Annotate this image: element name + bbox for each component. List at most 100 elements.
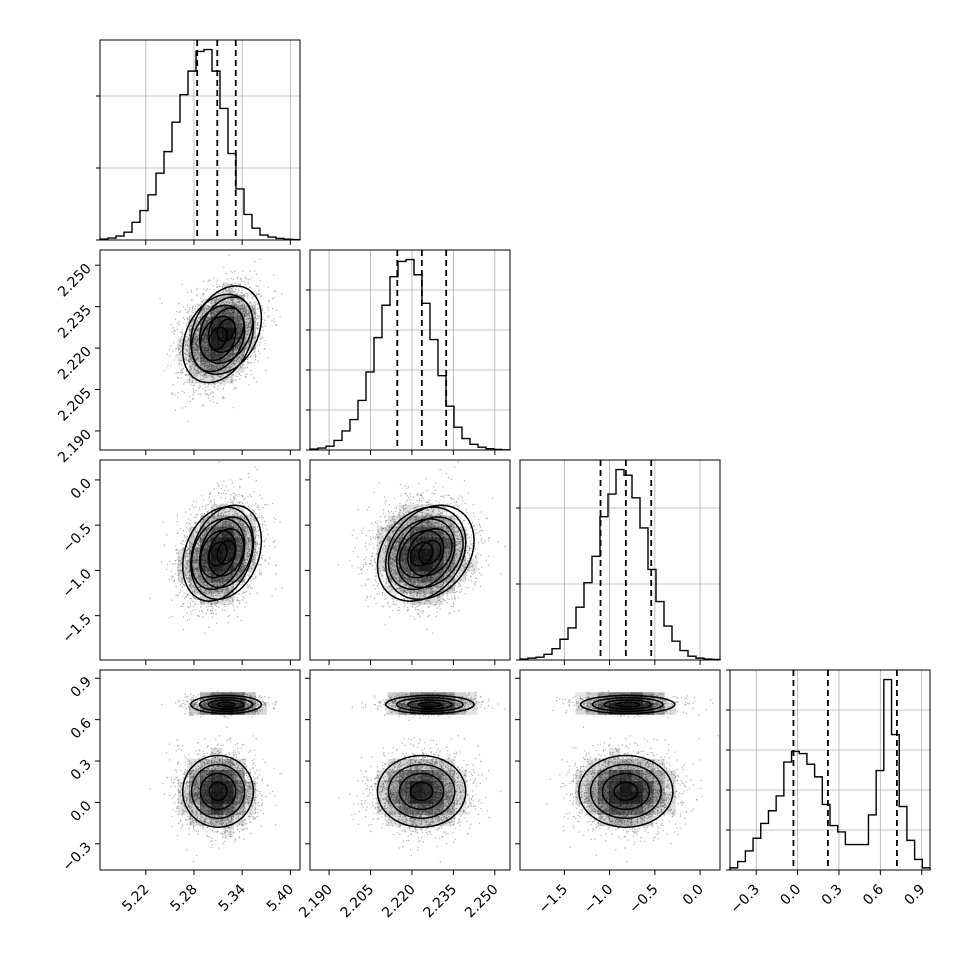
sample-point (161, 303, 162, 304)
histogram-steps (310, 260, 510, 450)
sample-point (254, 301, 255, 302)
sample-point (202, 388, 203, 389)
sample-point (192, 308, 193, 309)
sample-point (174, 359, 175, 360)
sample-point (254, 291, 255, 292)
sample-point (177, 397, 178, 398)
sample-point (245, 293, 246, 294)
sample-point (180, 311, 181, 312)
sample-point (228, 254, 229, 255)
sample-point (257, 323, 258, 324)
sample-point (254, 261, 255, 262)
sample-point (232, 272, 233, 273)
sample-point (245, 284, 246, 285)
sample-point (192, 312, 193, 313)
sample-point (205, 390, 206, 391)
sample-point (252, 297, 253, 298)
sample-point (256, 381, 257, 382)
panel-frame (310, 250, 510, 450)
sample-point (184, 382, 185, 383)
sample-point (264, 348, 265, 349)
sample-point (262, 310, 263, 311)
sample-point (253, 296, 254, 297)
sample-point (238, 284, 239, 285)
histogram-steps (520, 470, 720, 660)
sample-point (193, 392, 194, 393)
histogram-panel-1 (96, 40, 300, 240)
sample-point (253, 362, 254, 363)
sample-point (246, 377, 247, 378)
sample-point (246, 364, 247, 365)
sample-point (256, 293, 257, 294)
density-panel-2-1 (100, 250, 300, 450)
sample-point (241, 281, 242, 282)
sample-point (206, 394, 207, 395)
sample-point (261, 305, 262, 306)
sample-point (274, 290, 275, 291)
sample-point (250, 374, 251, 375)
sample-point (189, 396, 190, 397)
sample-point (245, 278, 246, 279)
sample-point (171, 324, 172, 325)
sample-point (247, 367, 248, 368)
sample-point (189, 401, 190, 402)
sample-point (176, 354, 177, 355)
sample-point (216, 281, 217, 282)
sample-point (218, 385, 219, 386)
sample-point (195, 306, 196, 307)
sample-point (197, 308, 198, 309)
sample-point (207, 281, 208, 282)
sample-point (258, 316, 259, 317)
sample-point (189, 307, 190, 308)
sample-point (265, 343, 266, 344)
sample-point (209, 400, 210, 401)
sample-point (265, 325, 266, 326)
sample-point (192, 310, 193, 311)
sample-point (183, 306, 184, 307)
histogram-panel-3 (516, 460, 720, 660)
sample-point (184, 319, 185, 320)
sample-point (196, 289, 197, 290)
sample-point (169, 349, 170, 350)
sample-point (256, 274, 257, 275)
sample-point (186, 325, 187, 326)
sample-point (273, 275, 274, 276)
sample-point (171, 332, 172, 333)
sample-point (235, 376, 236, 377)
sample-point (235, 289, 236, 290)
sample-point (200, 394, 201, 395)
sample-point (275, 324, 276, 325)
sample-point (235, 283, 236, 284)
sample-point (276, 309, 277, 310)
sample-point (256, 309, 257, 310)
sample-point (227, 278, 228, 279)
sample-point (257, 325, 258, 326)
panel-frame (100, 40, 300, 240)
sample-point (178, 364, 179, 365)
sample-point (171, 392, 172, 393)
sample-point (200, 385, 201, 386)
sample-point (256, 319, 257, 320)
sample-point (245, 376, 246, 377)
sample-point (181, 369, 182, 370)
sample-point (251, 355, 252, 356)
sample-point (259, 342, 260, 343)
sample-point (271, 320, 272, 321)
sample-point (200, 304, 201, 305)
sample-point (187, 382, 188, 383)
sample-point (233, 407, 234, 408)
sample-point (193, 388, 194, 389)
sample-point (183, 317, 184, 318)
sample-point (279, 316, 280, 317)
sample-point (258, 308, 259, 309)
sample-point (171, 394, 172, 395)
sample-point (191, 315, 192, 316)
sample-point (239, 379, 240, 380)
sample-point (255, 359, 256, 360)
sample-point (208, 395, 209, 396)
sample-point (264, 312, 265, 313)
sample-point (167, 353, 168, 354)
sample-point (208, 384, 209, 385)
sample-point (179, 321, 180, 322)
